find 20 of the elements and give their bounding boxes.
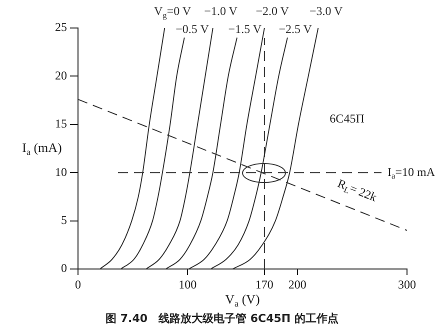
annotation: RL= 22k bbox=[336, 176, 379, 204]
series-label: −3.0 V bbox=[309, 4, 344, 18]
x-tick-label: 300 bbox=[398, 277, 416, 292]
y-tick-label: 15 bbox=[55, 116, 67, 131]
series-label: −1.0 V bbox=[204, 4, 238, 18]
x-tick-label: 200 bbox=[288, 277, 306, 292]
x-tick-label: 0 bbox=[75, 277, 81, 292]
y-tick-label: 25 bbox=[55, 20, 67, 34]
series-label: −2.0 V bbox=[256, 4, 290, 18]
annotation: 6C45П bbox=[330, 112, 365, 126]
y-tick-label: 10 bbox=[55, 164, 67, 179]
series-label: −0.5 V bbox=[176, 22, 210, 36]
series-label: −1.5 V bbox=[228, 22, 262, 36]
y-tick-label: 0 bbox=[61, 261, 67, 276]
x-tick-label: 100 bbox=[178, 277, 197, 292]
y-tick-label: 20 bbox=[55, 68, 67, 82]
y-tick-label: 5 bbox=[61, 212, 67, 227]
series-label: −2.5 V bbox=[278, 22, 312, 36]
x-tick-label: 170 bbox=[255, 277, 274, 292]
text: 图 7.40 线路放大级电子管 6C45П 的工作点 bbox=[106, 312, 338, 325]
